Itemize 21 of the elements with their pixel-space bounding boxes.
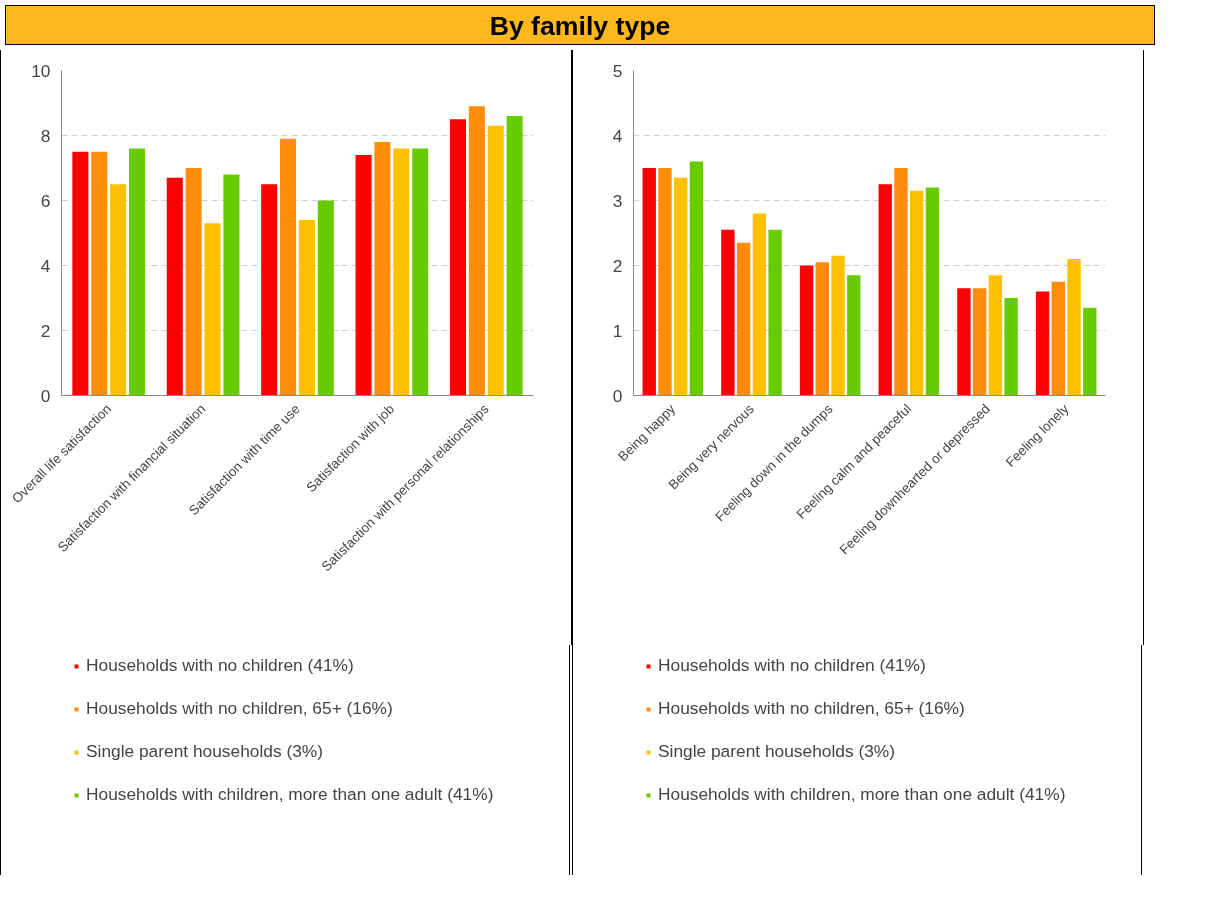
legend-label: Households with no children, 65+ (16%) [86, 698, 393, 719]
y-tick-label: 3 [612, 190, 623, 211]
y-tick-label: 0 [612, 385, 623, 406]
legend-label: Households with children, more than one adult (41%) [658, 784, 1066, 805]
legend-label: Households with no children, 65+ (16%) [658, 698, 965, 719]
legend-label: Households with no children (41%) [658, 655, 926, 676]
y-tick-label: 6 [40, 190, 51, 211]
y-tick-label: 1 [612, 320, 623, 341]
legend-label: Households with children, more than one adult (41%) [86, 784, 494, 805]
y-tick-label: 2 [40, 320, 51, 341]
legend-label: Households with no children (41%) [86, 655, 354, 676]
y-tick-label: 10 [31, 60, 51, 81]
y-tick-label: 4 [612, 125, 623, 146]
y-tick-label: 2 [612, 255, 623, 276]
chart-title: By family type [489, 10, 671, 43]
y-tick-label: 5 [612, 60, 623, 81]
y-tick-label: 8 [40, 125, 51, 146]
legend-label: Single parent households (3%) [658, 741, 895, 762]
y-tick-label: 4 [40, 255, 51, 276]
y-tick-label: 0 [40, 385, 51, 406]
legend-label: Single parent households (3%) [86, 741, 323, 762]
